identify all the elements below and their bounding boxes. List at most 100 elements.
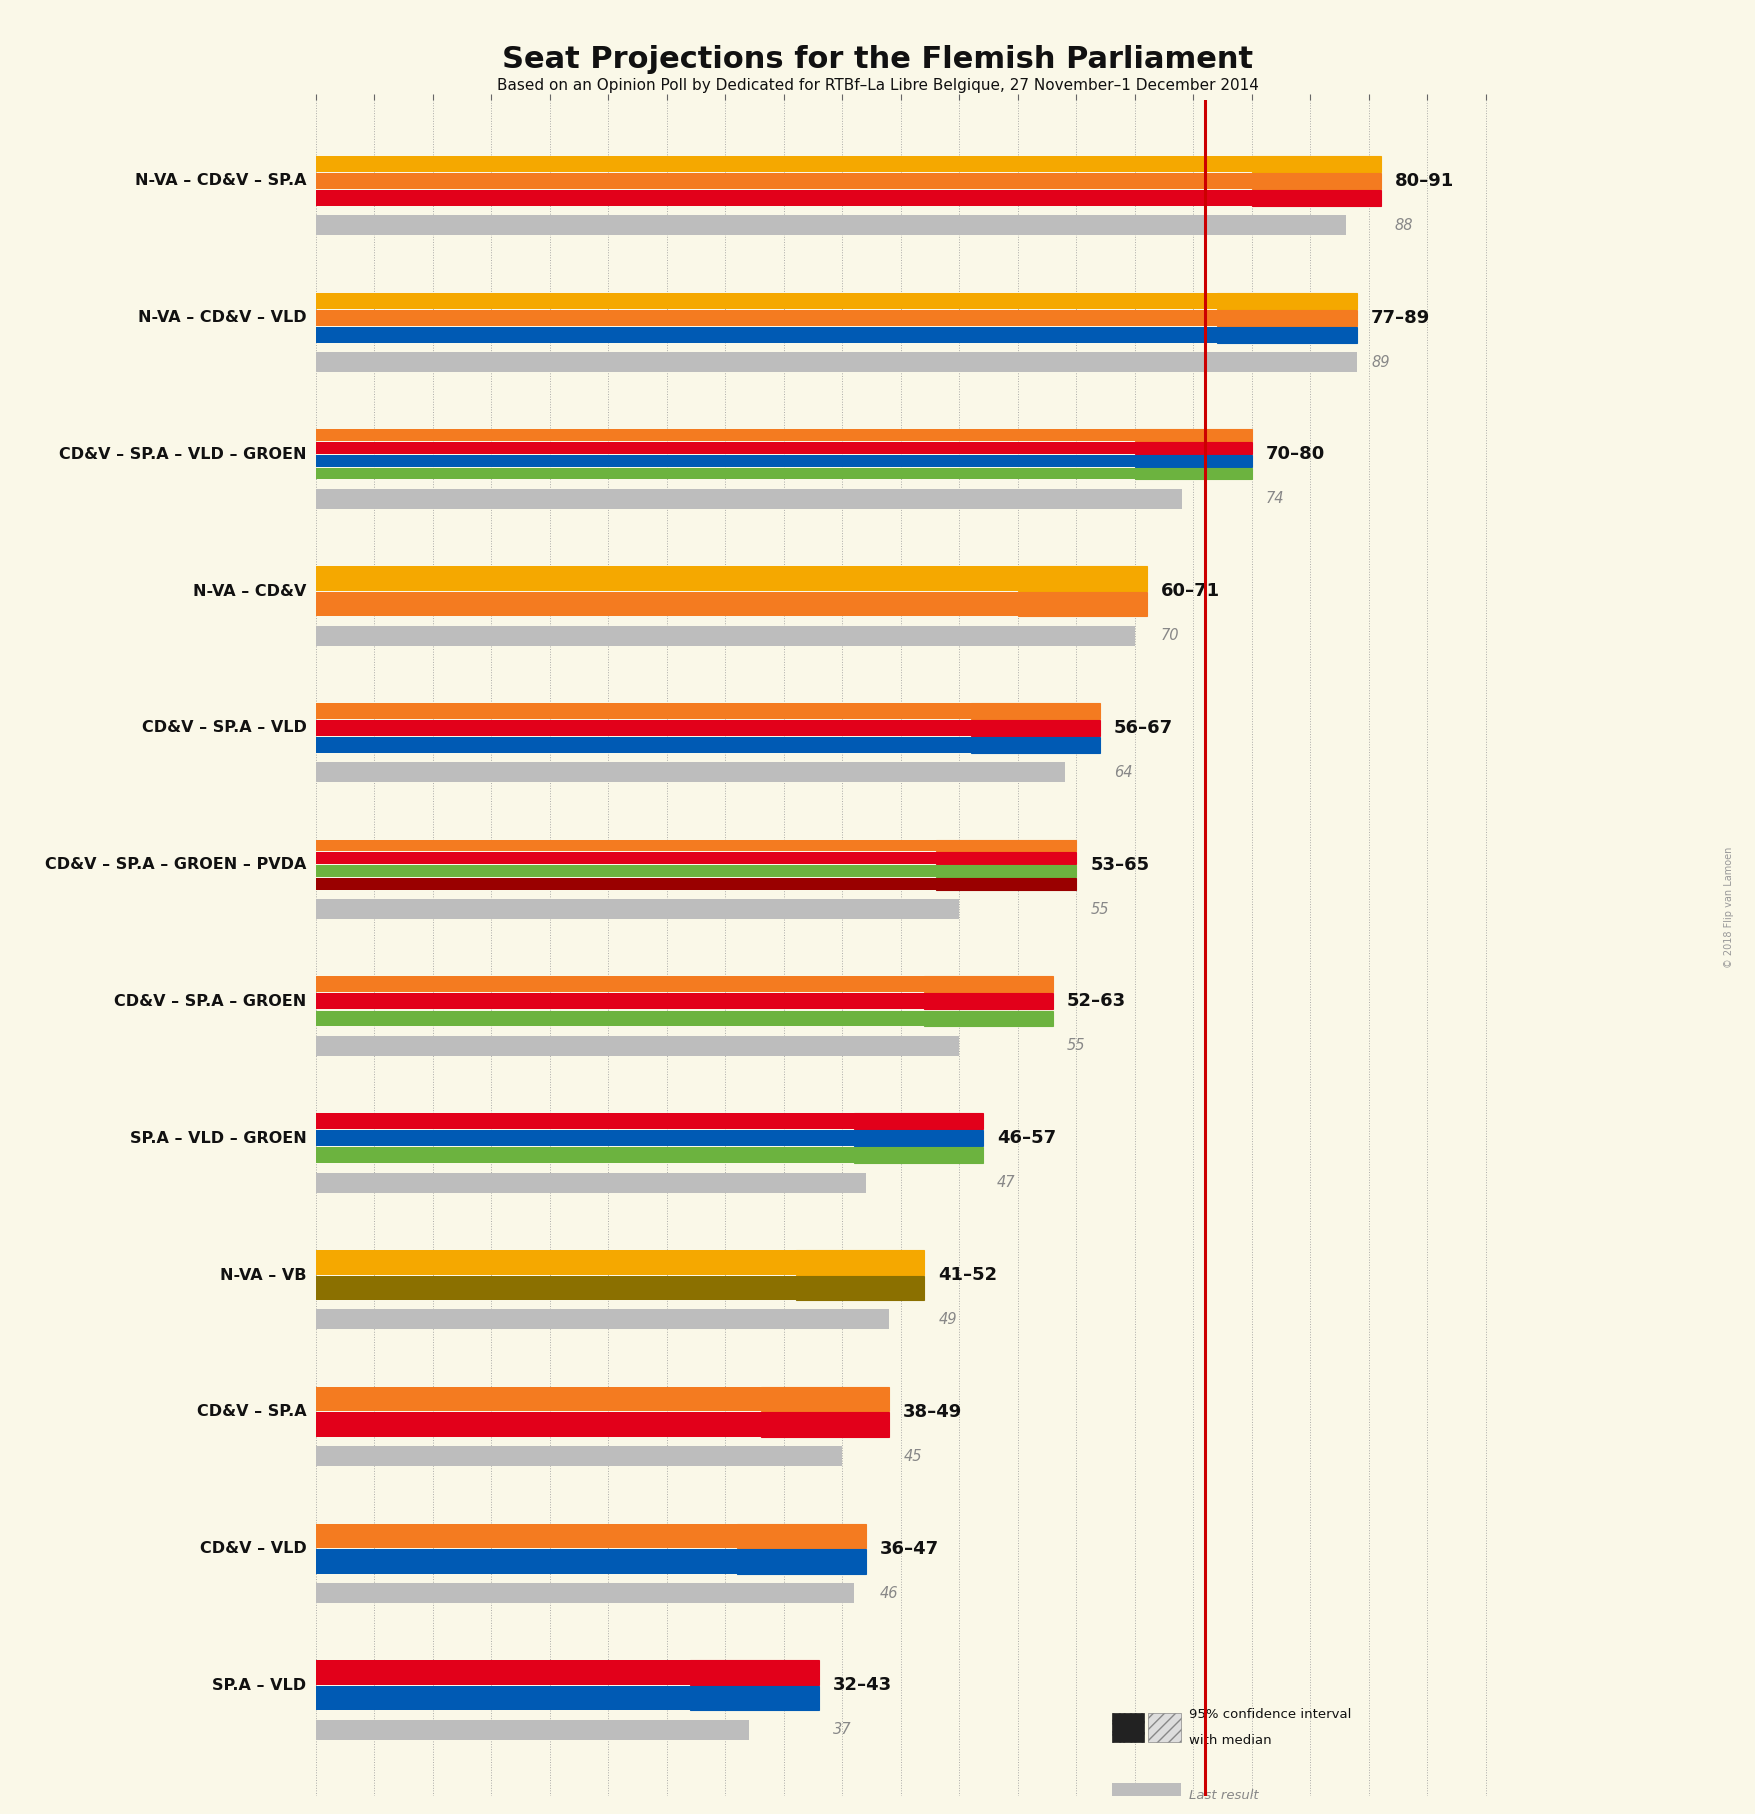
Bar: [737, 1549, 865, 1573]
Text: 80–91: 80–91: [1395, 172, 1453, 190]
Bar: [737, 1524, 865, 1547]
Bar: [1251, 156, 1381, 172]
Bar: [316, 468, 1135, 479]
Bar: [760, 1413, 890, 1437]
Bar: [316, 310, 1216, 325]
Bar: [316, 566, 1018, 591]
Text: 89: 89: [1371, 354, 1390, 370]
Text: 77–89: 77–89: [1371, 308, 1430, 327]
Bar: [760, 1413, 890, 1437]
Text: Last result: Last result: [1188, 1789, 1258, 1803]
Text: 95% confidence interval: 95% confidence interval: [1188, 1707, 1351, 1721]
Bar: [316, 216, 1346, 236]
Bar: [855, 1130, 983, 1146]
Bar: [1216, 310, 1357, 325]
Text: 52–63: 52–63: [1067, 992, 1127, 1010]
Bar: [971, 720, 1100, 736]
Text: Seat Projections for the Flemish Parliament: Seat Projections for the Flemish Parliam…: [502, 45, 1253, 74]
Text: CD&V – SP.A – GROEN – PVDA: CD&V – SP.A – GROEN – PVDA: [46, 858, 307, 873]
Bar: [925, 976, 1053, 992]
Bar: [935, 853, 1076, 863]
Bar: [316, 1549, 737, 1573]
Bar: [316, 1584, 855, 1604]
Bar: [316, 878, 935, 889]
Bar: [1135, 430, 1251, 441]
Bar: [1135, 443, 1251, 454]
Bar: [316, 762, 1065, 782]
Bar: [316, 1388, 760, 1411]
Text: CD&V – SP.A – VLD: CD&V – SP.A – VLD: [142, 720, 307, 735]
Text: CD&V – SP.A: CD&V – SP.A: [197, 1404, 307, 1419]
Bar: [316, 327, 1216, 343]
Bar: [1216, 310, 1357, 325]
Text: with median: with median: [1188, 1734, 1271, 1747]
Text: 64: 64: [1114, 766, 1132, 780]
Bar: [795, 1250, 925, 1275]
Text: 38–49: 38–49: [904, 1402, 962, 1420]
Text: Based on an Opinion Poll by Dedicated for RTBf–La Libre Belgique, 27 November–1 : Based on an Opinion Poll by Dedicated fo…: [497, 78, 1258, 93]
Text: 55: 55: [1090, 902, 1109, 916]
Text: 32–43: 32–43: [834, 1676, 892, 1694]
Text: N-VA – VB: N-VA – VB: [219, 1268, 307, 1282]
Bar: [316, 1446, 842, 1466]
Bar: [316, 736, 971, 753]
Bar: [316, 172, 1251, 189]
Text: CD&V – SP.A – VLD – GROEN: CD&V – SP.A – VLD – GROEN: [60, 446, 307, 463]
Bar: [760, 1388, 890, 1411]
Text: N-VA – CD&V – SP.A: N-VA – CD&V – SP.A: [135, 174, 307, 189]
Bar: [316, 156, 1251, 172]
Text: 88: 88: [1395, 218, 1413, 232]
Bar: [925, 976, 1053, 992]
Bar: [690, 1685, 820, 1711]
Bar: [316, 1250, 795, 1275]
Bar: [316, 1036, 960, 1056]
Text: 36–47: 36–47: [879, 1540, 939, 1558]
Text: 46–57: 46–57: [997, 1130, 1057, 1146]
Bar: [1251, 172, 1381, 189]
Bar: [1148, 1712, 1181, 1741]
Bar: [971, 736, 1100, 753]
Bar: [1018, 566, 1146, 591]
Text: 55: 55: [1067, 1038, 1086, 1054]
Bar: [316, 292, 1216, 308]
Bar: [925, 994, 1053, 1009]
Text: 46: 46: [879, 1585, 899, 1600]
Bar: [1251, 190, 1381, 205]
Bar: [855, 1114, 983, 1130]
Text: 60–71: 60–71: [1160, 582, 1220, 600]
Text: CD&V – VLD: CD&V – VLD: [200, 1542, 307, 1556]
Bar: [1135, 468, 1251, 479]
Bar: [316, 488, 1181, 508]
Bar: [1135, 455, 1251, 466]
Bar: [1018, 591, 1146, 617]
Bar: [760, 1388, 890, 1411]
Bar: [935, 840, 1076, 851]
Bar: [925, 994, 1053, 1009]
Bar: [1216, 327, 1357, 343]
Bar: [316, 591, 1018, 617]
Bar: [316, 443, 1135, 454]
Bar: [1216, 292, 1357, 308]
Bar: [925, 1010, 1053, 1027]
Bar: [737, 1549, 865, 1573]
Bar: [316, 853, 935, 863]
Text: 56–67: 56–67: [1114, 718, 1172, 736]
Bar: [1111, 1712, 1144, 1741]
Bar: [316, 1524, 737, 1547]
Text: 70: 70: [1160, 628, 1179, 644]
Bar: [795, 1250, 925, 1275]
Bar: [1251, 172, 1381, 189]
Bar: [316, 900, 960, 920]
Bar: [855, 1146, 983, 1163]
Bar: [855, 1146, 983, 1163]
Bar: [316, 455, 1135, 466]
Bar: [316, 1275, 795, 1301]
Text: 53–65: 53–65: [1090, 856, 1150, 874]
Bar: [935, 878, 1076, 889]
Bar: [855, 1114, 983, 1130]
Bar: [316, 720, 971, 736]
Bar: [935, 878, 1076, 889]
Text: 47: 47: [997, 1175, 1016, 1190]
Bar: [316, 976, 925, 992]
Bar: [316, 626, 1135, 646]
